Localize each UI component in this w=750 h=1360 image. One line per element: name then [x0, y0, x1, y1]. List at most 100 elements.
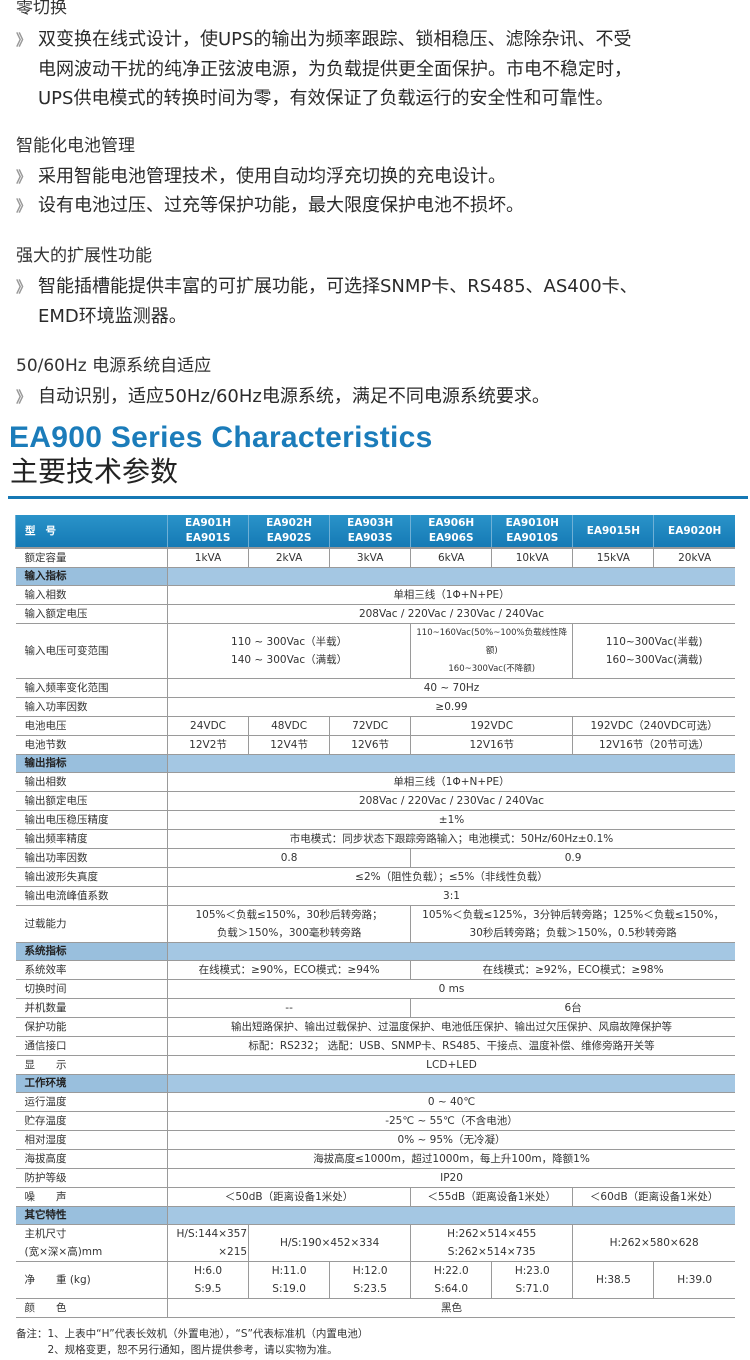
table-row: 输入频率变化范围 40 ~ 70Hz — [15, 678, 735, 698]
row-value: 12V16节 — [410, 735, 573, 755]
table-row: 输出频率精度 市电模式：同步状态下跟踪旁路输入；电池模式：50Hz/60Hz±0.… — [15, 829, 735, 849]
row-value: 单相三线（1Φ+N+PE） — [167, 585, 735, 605]
row-value: 40 ~ 70Hz — [167, 678, 735, 698]
table-row: 通信接口 标配：RS232； 选配：USB、SNMP卡、RS485、干接点、温度补… — [15, 1036, 735, 1056]
table-row: 保护功能 输出短路保护、输出过载保护、过温度保护、电池低压保护、输出过欠压保护、风… — [15, 1017, 735, 1037]
row-value: 208Vac / 220Vac / 230Vac / 240Vac — [167, 791, 735, 811]
table-row: 输出额定电压 208Vac / 220Vac / 230Vac / 240Vac — [15, 791, 735, 811]
row-value: H/S:144×357 ×215 — [166, 1224, 249, 1262]
table-row: 输入电压可变范围 110 ~ 300Vac（半载） 140 ~ 300Vac（满载… — [15, 623, 735, 679]
row-value: 72VDC — [329, 716, 411, 736]
row-label: 电池电压 — [15, 716, 168, 736]
row-label: 防护等级 — [15, 1168, 168, 1188]
bullet-chevron-icon: 》 — [16, 388, 32, 406]
feature-title: 强大的扩展性功能 — [16, 246, 152, 266]
section-row: 输出指标 — [15, 754, 735, 773]
row-value: ±1% — [167, 810, 735, 830]
row-label: 颜 色 — [15, 1298, 168, 1318]
table-row: 贮存温度 -25℃ ~ 55℃（不含电池） — [15, 1111, 735, 1131]
row-label: 输入相数 — [15, 585, 168, 605]
row-label: 噪 声 — [15, 1187, 168, 1207]
row-label: 运行温度 — [15, 1092, 168, 1112]
table-row: 输出功率因数 0.8 0.9 — [15, 848, 735, 868]
row-value: 208Vac / 220Vac / 230Vac / 240Vac — [167, 604, 735, 624]
row-label: 输出电压稳压精度 — [15, 810, 168, 830]
row-value: 15kVA — [572, 548, 654, 568]
feature-title: 零切换 — [16, 0, 67, 18]
section-fill — [167, 942, 735, 961]
table-row: 系统效率 在线模式：≥90%，ECO模式：≥94% 在线模式：≥92%，ECO模式：… — [15, 960, 735, 980]
row-value: LCD+LED — [167, 1055, 735, 1075]
bullet-text: UPS供电模式的转换时间为零，有效保证了负载运行的安全性和可靠性。 — [38, 88, 614, 109]
note-2: 2、规格变更，恕不另行通知，图片提供参考，请以实物为准。 — [16, 1344, 338, 1356]
row-value: 6台 — [410, 998, 735, 1018]
row-label: 额定容量 — [15, 548, 168, 568]
row-label: 相对湿度 — [15, 1130, 168, 1150]
table-row: 相对湿度 0% ~ 95%（无冷凝） — [15, 1130, 735, 1150]
bullet-chevron-icon: 》 — [16, 278, 32, 296]
table-header-row: 型号 EA901H EA901S EA902H EA902S EA903H EA903… — [15, 515, 735, 549]
row-label: 输出相数 — [15, 772, 168, 792]
bullet-chevron-icon: 》 — [16, 31, 32, 49]
row-label: 贮存温度 — [15, 1111, 168, 1131]
row-value: 0.8 — [166, 848, 411, 868]
row-value: 12V16节（20节可选） — [572, 735, 735, 755]
row-value: ＜50dB（距离设备1米处） — [166, 1187, 411, 1207]
table-row: 切换时间 0 ms — [15, 979, 735, 999]
header-model: EA903H EA903S — [329, 515, 411, 549]
row-value: 10kVA — [491, 548, 573, 568]
row-value: 110 ~ 300Vac（半载） 140 ~ 300Vac（满载） — [166, 623, 411, 679]
row-label: 过载能力 — [15, 905, 168, 943]
table-row: 输出波形失真度 ≤2%（阻性负载）；≤5%（非线性负载） — [15, 867, 735, 887]
row-label: 净 重 (kg) — [15, 1261, 168, 1299]
section-title: 系统指标 — [15, 942, 168, 961]
bullet-text: 双变换在线式设计，使UPS的输出为频率跟踪、锁相稳压、滤除杂讯、不受 — [38, 29, 632, 50]
bullet-text: 智能插槽能提供丰富的可扩展功能，可选择SNMP卡、RS485、AS400卡、 — [38, 276, 638, 297]
row-label: 电池节数 — [15, 735, 168, 755]
row-value: 24VDC — [166, 716, 249, 736]
row-value: 单相三线（1Φ+N+PE） — [167, 772, 735, 792]
row-value: H:22.0 S:64.0 — [410, 1261, 492, 1299]
row-value: H:262×514×455 S:262×514×735 — [410, 1224, 573, 1262]
bullet-text: 电网波动干扰的纯净正弦波电源，为负载提供更全面保护。市电不稳定时， — [38, 59, 632, 80]
row-label: 切换时间 — [15, 979, 168, 999]
row-value: 12V2节 — [166, 735, 249, 755]
spec-table: 型号 EA901H EA901S EA902H EA902S EA903H EA903… — [15, 515, 735, 1318]
row-value: ≤2%（阻性负载）；≤5%（非线性负载） — [167, 867, 735, 887]
header-model: EA901H EA901S — [166, 515, 249, 549]
row-label: 通信接口 — [15, 1036, 168, 1056]
heading-chinese: 主要技术参数 — [10, 455, 179, 488]
row-label: 输入频率变化范围 — [15, 678, 168, 698]
header-model: EA9010H EA9010S — [491, 515, 573, 549]
row-value: H/S:190×452×334 — [248, 1224, 411, 1262]
section-fill — [167, 567, 735, 586]
section-row: 输入指标 — [15, 567, 735, 586]
row-value: ＜60dB（距离设备1米处） — [572, 1187, 735, 1207]
row-value: H:262×580×628 — [572, 1224, 735, 1262]
note-1: 备注：1、上表中“H”代表长效机（外置电池），“S”代表标准机（内置电池） — [16, 1328, 369, 1340]
bullet-text: 设有电池过压、过充等保护功能，最大限度保护电池不损坏。 — [38, 195, 524, 216]
table-row: 电池节数 12V2节 12V4节 12V6节 12V16节 12V16节（20节可选） — [15, 735, 735, 755]
row-value: H:38.5 — [572, 1261, 654, 1299]
spec-section: 型号 EA901H EA901S EA902H EA902S EA903H EA903… — [15, 515, 735, 1358]
row-label: 海拔高度 — [15, 1149, 168, 1169]
table-row: 过载能力 105%＜负载≤150%，30秒后转旁路； 负载＞150%，300毫秒转… — [15, 905, 735, 943]
header-model: EA9015H — [572, 515, 654, 549]
row-value: 2kVA — [248, 548, 330, 568]
row-label: 输入电压可变范围 — [15, 623, 168, 679]
row-value: 标配：RS232； 选配：USB、SNMP卡、RS485、干接点、温度补偿、维修… — [167, 1036, 735, 1056]
row-value: 在线模式：≥92%，ECO模式：≥98% — [410, 960, 735, 980]
row-value: H:6.0 S:9.5 — [166, 1261, 249, 1299]
section-fill — [167, 1206, 735, 1225]
bullet-text: 自动识别，适应50Hz/60Hz电源系统，满足不同电源系统要求。 — [38, 386, 550, 407]
row-value: 105%＜负载≤150%，30秒后转旁路； 负载＞150%，300毫秒转旁路 — [166, 905, 411, 943]
row-value: 输出短路保护、输出过载保护、过温度保护、电池低压保护、输出过欠压保护、风扇故障保… — [167, 1017, 735, 1037]
table-row: 输入功率因数 ≥0.99 — [15, 697, 735, 717]
row-label: 并机数量 — [15, 998, 168, 1018]
header-model: EA9020H — [653, 515, 735, 549]
bullet-text: EMD环境监测器。 — [38, 306, 187, 327]
table-row: 并机数量 -- 6台 — [15, 998, 735, 1018]
section-title: 输出指标 — [15, 754, 168, 773]
header-label: 型号 — [15, 515, 168, 549]
row-value: -25℃ ~ 55℃（不含电池） — [167, 1111, 735, 1131]
